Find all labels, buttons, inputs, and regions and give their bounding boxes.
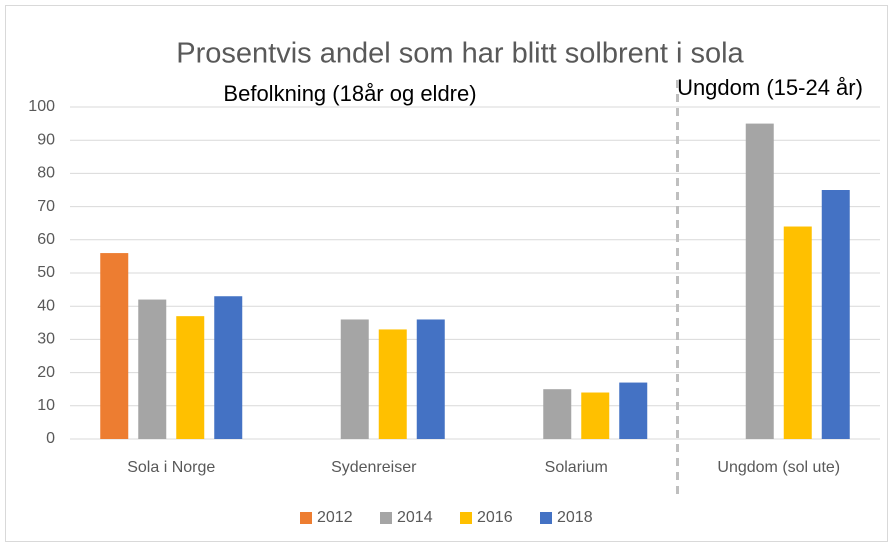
y-tick-label: 100	[28, 98, 55, 115]
x-tick-label: Sydenreiser	[331, 459, 417, 476]
bar	[100, 253, 129, 439]
bar	[416, 319, 445, 439]
y-tick-label: 40	[37, 297, 55, 314]
legend-swatch	[540, 512, 552, 524]
bar	[214, 296, 243, 439]
chart-title: Prosentvis andel som har blitt solbrent …	[176, 38, 744, 70]
annotation: Befolkning (18år og eldre)	[223, 81, 476, 106]
legend-swatch	[300, 512, 312, 524]
legend-swatch	[380, 512, 392, 524]
bar	[543, 389, 572, 439]
y-tick-label: 80	[37, 165, 55, 182]
bar	[340, 319, 369, 439]
legend-swatch	[460, 512, 472, 524]
x-tick-label: Sola i Norge	[127, 459, 215, 476]
y-tick-label: 30	[37, 331, 55, 348]
legend-label: 2018	[557, 509, 593, 526]
y-tick-label: 0	[46, 430, 55, 447]
bar	[745, 123, 774, 439]
bar	[619, 382, 648, 439]
y-tick-label: 10	[37, 397, 55, 414]
x-tick-label: Solarium	[545, 459, 608, 476]
legend-label: 2012	[317, 509, 353, 526]
bar	[138, 299, 167, 439]
y-tick-label: 90	[37, 131, 55, 148]
bar	[581, 392, 610, 439]
bar	[378, 329, 407, 439]
bar	[783, 226, 812, 439]
y-tick-label: 20	[37, 364, 55, 381]
annotation: Ungdom (15-24 år)	[677, 75, 863, 100]
legend-label: 2014	[397, 509, 433, 526]
bar	[821, 190, 850, 439]
x-tick-label: Ungdom (sol ute)	[717, 459, 840, 476]
bar	[176, 316, 205, 439]
y-tick-label: 50	[37, 264, 55, 281]
legend-label: 2016	[477, 509, 513, 526]
y-tick-label: 60	[37, 231, 55, 248]
y-tick-label: 70	[37, 198, 55, 215]
